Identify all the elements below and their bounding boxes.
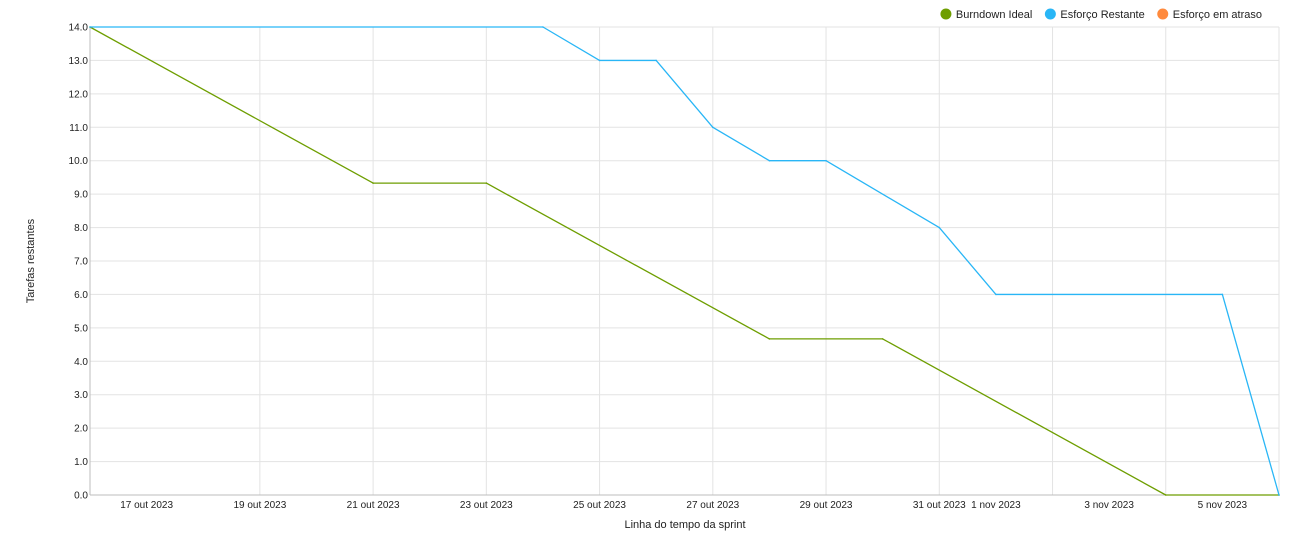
x-axis-title: Linha do tempo da sprint xyxy=(624,519,745,531)
legend-item: Esforço Restante xyxy=(1044,8,1145,21)
data-point-0 xyxy=(1164,494,1167,496)
y-tick-label: 4.0 xyxy=(74,357,88,368)
data-point-1 xyxy=(655,59,657,62)
data-point-1 xyxy=(712,126,714,129)
y-tick-label: 8.0 xyxy=(74,223,88,234)
x-tick-label: 31 out 2023 xyxy=(913,500,966,511)
y-tick-label: 2.0 xyxy=(74,424,88,435)
y-tick-label: 1.0 xyxy=(74,457,88,468)
data-point-1 xyxy=(598,59,601,62)
data-point-0 xyxy=(881,338,884,340)
x-tick-label: 1 nov 2023 xyxy=(971,500,1021,511)
legend-item: Esforço em atraso xyxy=(1157,8,1262,21)
legend-marker xyxy=(1157,8,1169,20)
data-point-1 xyxy=(995,293,997,296)
y-tick-label: 7.0 xyxy=(74,257,88,268)
x-tick-label: 23 out 2023 xyxy=(460,500,513,511)
y-tick-label: 6.0 xyxy=(74,290,88,301)
y-tick-label: 5.0 xyxy=(74,323,88,334)
y-tick-label: 12.0 xyxy=(69,89,89,100)
x-tick-label: 5 nov 2023 xyxy=(1198,500,1248,511)
legend: Burndown Ideal Esforço Restante Esforço em… xyxy=(940,8,1262,21)
series-layer xyxy=(89,26,1280,496)
x-tick-label: 3 nov 2023 xyxy=(1084,500,1134,511)
legend-label: Esforço Restante xyxy=(1060,9,1144,21)
data-point-1 xyxy=(89,26,91,28)
x-tick-label: 25 out 2023 xyxy=(573,500,626,511)
legend-marker xyxy=(1044,8,1056,20)
y-tick-label: 3.0 xyxy=(74,390,88,401)
data-point-0 xyxy=(485,182,488,184)
data-point-1 xyxy=(1278,494,1280,496)
y-tick-label: 11.0 xyxy=(69,123,88,134)
x-tick-label: 27 out 2023 xyxy=(686,500,739,511)
y-tick-label: 10.0 xyxy=(69,156,89,167)
data-point-1 xyxy=(825,159,827,162)
data-point-0 xyxy=(372,182,374,184)
y-tick-label: 13.0 xyxy=(69,56,89,67)
x-tick-label: 21 out 2023 xyxy=(347,500,400,511)
data-point-1 xyxy=(768,159,771,162)
legend-label: Esforço em atraso xyxy=(1173,9,1262,21)
legend-item: Burndown Ideal xyxy=(940,8,1032,21)
y-axis-title: Tarefas restantes xyxy=(25,218,37,303)
legend-label: Burndown Ideal xyxy=(956,9,1032,21)
y-tick-label: 9.0 xyxy=(74,190,88,201)
y-tick-label: 14.0 xyxy=(69,23,89,34)
x-tick-label: 17 out 2023 xyxy=(120,500,173,511)
data-point-1 xyxy=(938,226,941,229)
grid-layer xyxy=(90,26,1280,496)
data-point-0 xyxy=(768,338,771,340)
x-tick-label: 19 out 2023 xyxy=(233,500,286,511)
x-tick-label: 29 out 2023 xyxy=(800,500,853,511)
legend-marker xyxy=(940,8,952,20)
y-tick-label: 0.0 xyxy=(74,491,88,502)
axis-layer: 0.0 1.0 2.0 3.0 4.0 5.0 6.0 7.0 8.0 9.0 10.0 11.0 12… xyxy=(69,23,1279,511)
data-point-1 xyxy=(1221,293,1224,296)
data-point-1 xyxy=(542,26,544,28)
